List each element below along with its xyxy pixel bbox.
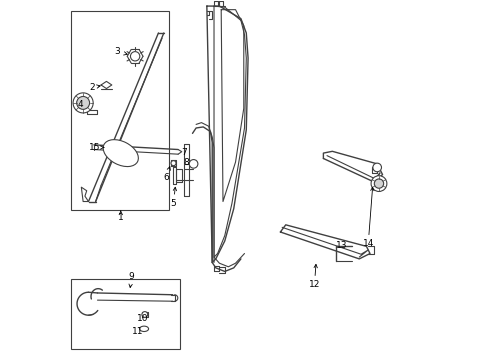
Circle shape bbox=[372, 163, 381, 172]
Ellipse shape bbox=[103, 140, 138, 167]
Text: 10: 10 bbox=[136, 314, 148, 323]
Text: 4: 4 bbox=[77, 100, 83, 109]
Circle shape bbox=[373, 179, 383, 188]
Circle shape bbox=[189, 159, 198, 168]
Text: 1: 1 bbox=[118, 213, 123, 222]
Ellipse shape bbox=[139, 326, 148, 332]
Text: 13: 13 bbox=[336, 241, 347, 250]
Bar bbox=[70, 279, 180, 348]
Circle shape bbox=[77, 96, 89, 109]
Bar bbox=[70, 12, 169, 211]
Circle shape bbox=[73, 93, 93, 113]
Text: 11: 11 bbox=[132, 327, 143, 336]
Text: 12: 12 bbox=[308, 280, 320, 289]
Text: 3: 3 bbox=[114, 47, 120, 56]
Circle shape bbox=[130, 51, 140, 61]
Circle shape bbox=[171, 161, 176, 166]
Circle shape bbox=[142, 312, 147, 318]
Text: 9: 9 bbox=[128, 272, 134, 281]
Text: 14: 14 bbox=[362, 239, 373, 248]
Text: 2: 2 bbox=[89, 83, 95, 92]
Text: 6: 6 bbox=[163, 173, 169, 182]
Text: 5: 5 bbox=[170, 199, 176, 208]
Text: 7: 7 bbox=[181, 148, 187, 157]
Circle shape bbox=[370, 176, 386, 192]
Text: 15: 15 bbox=[89, 143, 100, 152]
Text: 8: 8 bbox=[183, 158, 188, 167]
